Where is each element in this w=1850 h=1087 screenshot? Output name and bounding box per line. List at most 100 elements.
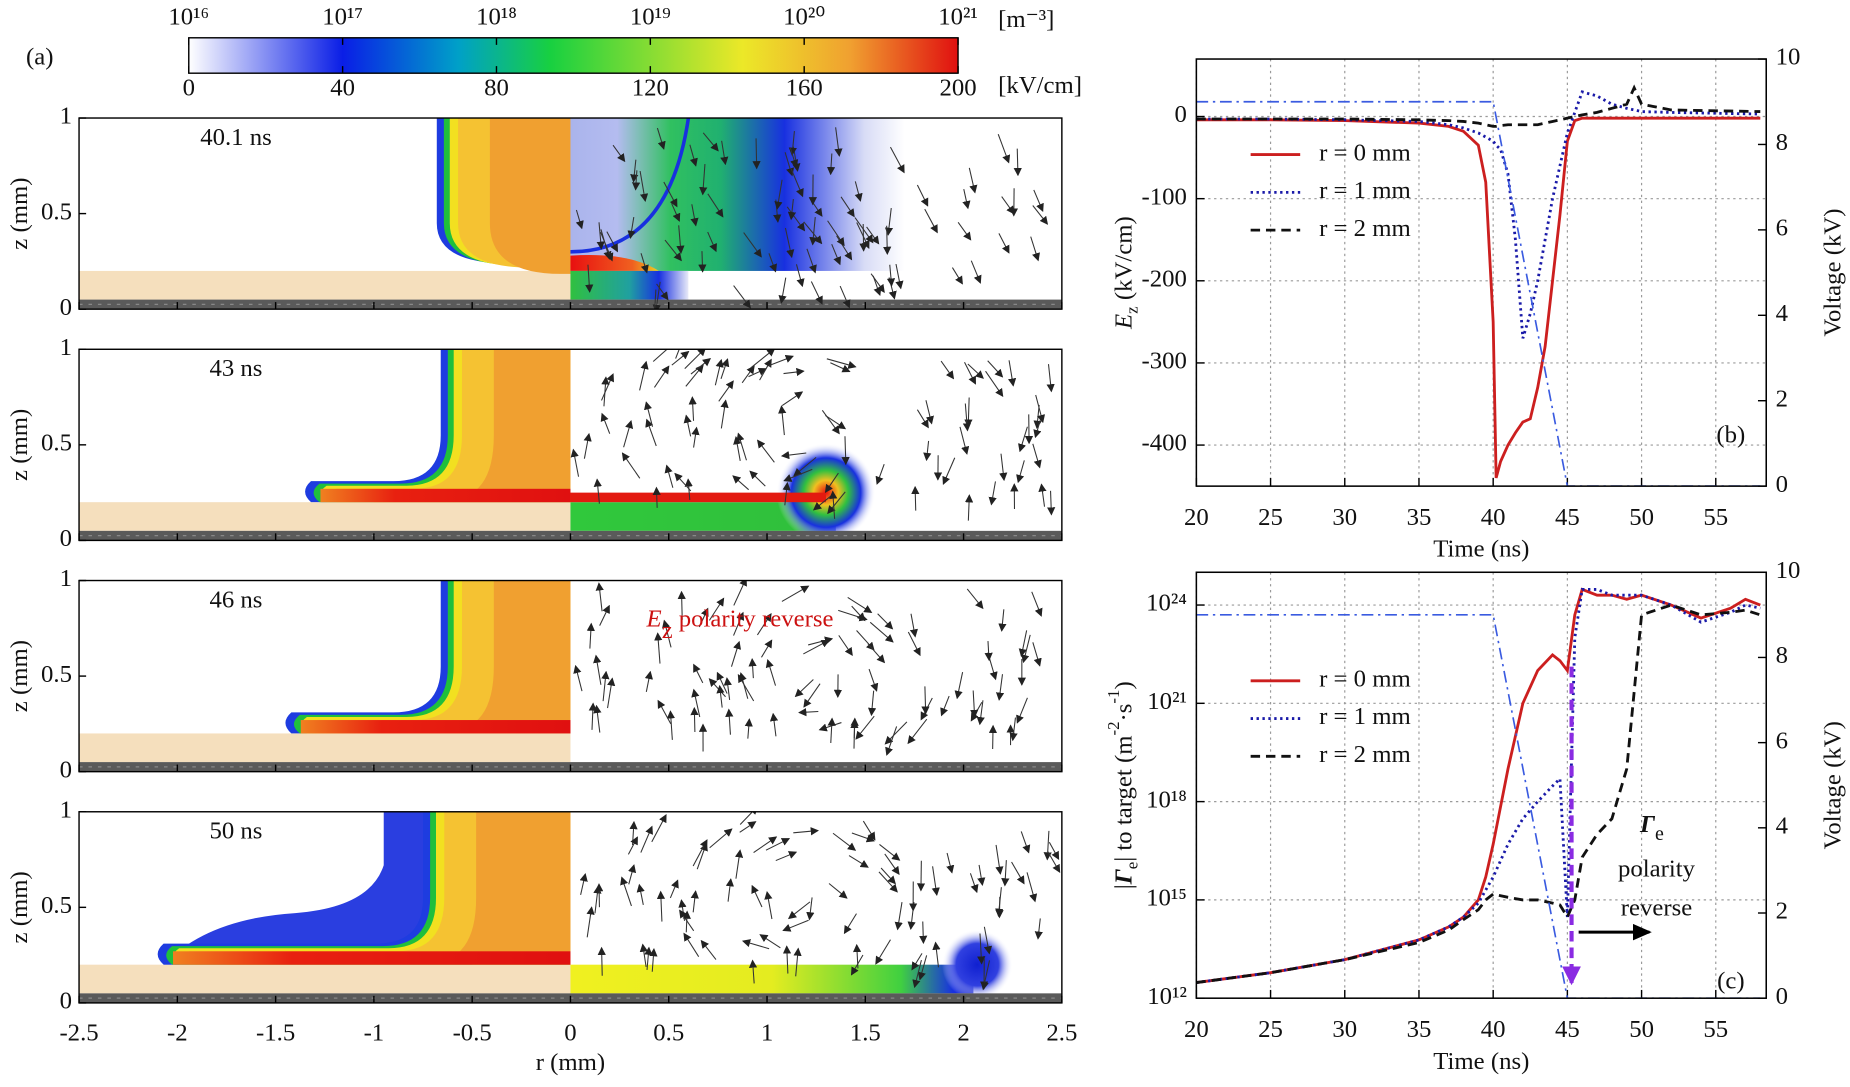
density-region <box>301 720 571 733</box>
x-tick-label: 0 <box>564 1019 576 1046</box>
legend-label: r = 1 mm <box>1319 703 1411 730</box>
field-arrow <box>887 226 888 254</box>
label-part: E <box>646 605 662 632</box>
x-tick-label: 45 <box>1555 504 1580 531</box>
y-tick-label: 1 <box>60 334 72 361</box>
y2-tick-label: 4 <box>1776 300 1788 327</box>
y2-tick-label: 2 <box>1776 898 1788 925</box>
dielectric <box>79 733 570 762</box>
label-part: E <box>1110 314 1137 330</box>
y-axis-label: Ez (kV/cm) <box>1110 216 1141 330</box>
y2-tick-label: 8 <box>1776 129 1788 156</box>
y2-axis-label: Voltage (kV) <box>1819 721 1846 849</box>
y-tick-label: 10¹⁵ <box>1146 885 1187 912</box>
y2-tick-label: 0 <box>1776 983 1788 1010</box>
dielectric <box>79 502 570 531</box>
field-arrow <box>656 488 657 508</box>
x-tick-label: 30 <box>1332 504 1357 531</box>
y-tick-label: 0 <box>60 756 72 783</box>
y-tick-label: 0 <box>60 988 72 1015</box>
x-tick-label: 2.5 <box>1046 1019 1077 1046</box>
dielectric <box>79 271 570 300</box>
x-tick-label: 2 <box>957 1019 969 1046</box>
y-tick-label: 0 <box>60 525 72 552</box>
legend-label: r = 0 mm <box>1319 665 1411 692</box>
density-region <box>173 951 570 964</box>
label-part: z <box>662 617 673 644</box>
x-tick-label: 25 <box>1258 504 1283 531</box>
colorbar-label: 40 <box>330 74 355 101</box>
x-tick-label: -0.5 <box>453 1019 492 1046</box>
legend-label: r = 0 mm <box>1319 139 1411 166</box>
y-tick-label: 10¹² <box>1147 983 1187 1010</box>
y-tick-label: 10²⁴ <box>1146 590 1187 617</box>
x-axis-label: r (mm) <box>536 1049 605 1076</box>
y-tick-label: 0.5 <box>41 430 72 457</box>
x-tick-label: 35 <box>1407 504 1432 531</box>
colorbar-label: 0 <box>183 74 195 101</box>
x-tick-label: 30 <box>1332 1016 1357 1043</box>
time-label: 46 ns <box>209 586 262 613</box>
field-arrow <box>854 721 855 749</box>
x-tick-label: -2.5 <box>59 1019 98 1046</box>
y-tick-label: 10¹⁸ <box>1146 786 1187 813</box>
label-part: | <box>1110 884 1137 889</box>
y2-tick-label: 10 <box>1776 44 1801 71</box>
y2-tick-label: 6 <box>1776 727 1788 754</box>
x-tick-label: 50 <box>1629 1016 1654 1043</box>
legend-label: r = 2 mm <box>1319 741 1411 768</box>
x-tick-label: 45 <box>1555 1016 1580 1043</box>
y-tick-label: 0 <box>1175 101 1187 128</box>
colorbar-label: 200 <box>939 74 976 101</box>
x-tick-label: 0.5 <box>653 1019 684 1046</box>
field-region <box>942 929 1013 1000</box>
field-arrow <box>702 251 703 271</box>
y-tick-label: 1 <box>60 565 72 592</box>
colorbar-label: 10¹⁸ <box>476 4 517 31</box>
label-part: polarity reverse <box>673 605 834 632</box>
x-tick-label: -1 <box>364 1019 385 1046</box>
label-part: Γ <box>1639 811 1656 838</box>
y-axis-label: |Γe| to target (m-2·s-1) <box>1104 681 1141 889</box>
x-tick-label: 50 <box>1629 504 1654 531</box>
y-tick-label: 0.5 <box>41 661 72 688</box>
y2-axis-label: Voltage (kV) <box>1819 208 1846 336</box>
label-part: -1 <box>1104 690 1123 704</box>
colorbar-unit: [m⁻³] <box>998 6 1054 33</box>
y-tick-label: -400 <box>1142 430 1187 457</box>
y-axis-label: z (mm) <box>6 871 33 943</box>
x-tick-label: 40 <box>1481 504 1506 531</box>
y2-tick-label: 0 <box>1776 471 1788 498</box>
y-tick-label: 0.5 <box>41 198 72 225</box>
y2-tick-label: 8 <box>1776 642 1788 669</box>
x-tick-label: 20 <box>1184 1016 1209 1043</box>
colorbar-label: 120 <box>632 74 669 101</box>
label-part: Γ <box>1110 868 1137 885</box>
x-tick-label: 25 <box>1258 1016 1283 1043</box>
colorbar-label: 10¹⁷ <box>322 4 363 31</box>
colorbar-label: 160 <box>786 74 823 101</box>
field-arrow <box>923 921 924 942</box>
field-region <box>570 493 826 503</box>
y-tick-label: 10²¹ <box>1147 688 1187 715</box>
y2-tick-label: 2 <box>1776 385 1788 412</box>
colorbar <box>189 38 958 73</box>
time-label: 43 ns <box>209 355 262 382</box>
y-tick-label: 1 <box>60 796 72 823</box>
label-part: e <box>1122 862 1141 869</box>
time-label: 40.1 ns <box>200 124 272 151</box>
y-tick-label: -200 <box>1142 265 1187 292</box>
annotation: reverse <box>1621 894 1693 921</box>
label-part: e <box>1655 823 1664 845</box>
y-tick-label: 1 <box>60 103 72 130</box>
colorbar-label: 10¹⁹ <box>630 4 671 31</box>
label-part: | to target (m <box>1110 736 1137 862</box>
time-label: 50 ns <box>209 818 262 845</box>
field-arrow <box>694 708 695 732</box>
field-arrow <box>1017 149 1018 175</box>
x-axis-label: Time (ns) <box>1433 1048 1529 1075</box>
field-region <box>570 118 904 271</box>
y2-tick-label: 4 <box>1776 813 1788 840</box>
colorbar-label: 80 <box>484 74 509 101</box>
